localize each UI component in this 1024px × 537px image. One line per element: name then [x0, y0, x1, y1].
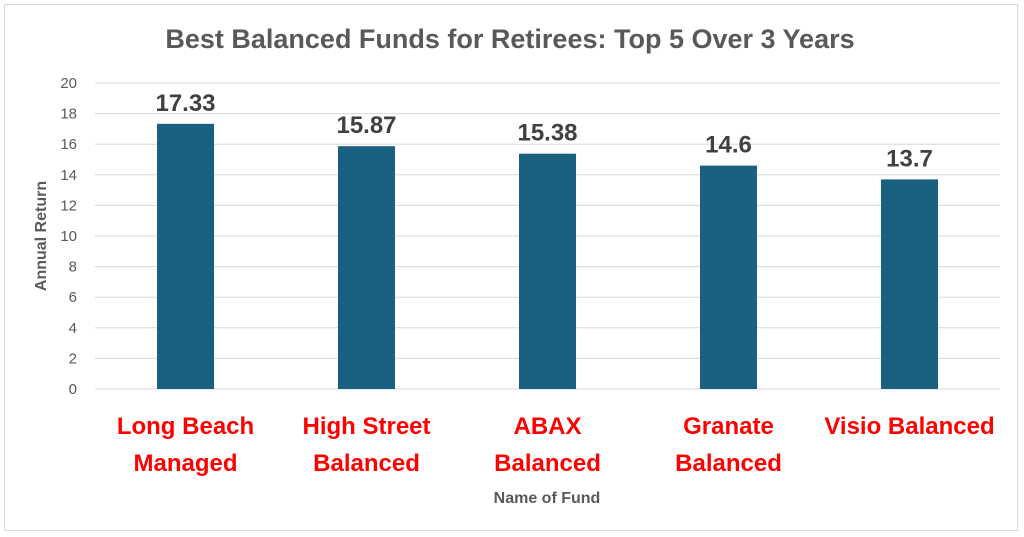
y-tick-label: 6: [69, 289, 77, 306]
y-tick-label: 10: [60, 228, 77, 245]
data-label: 13.7: [886, 145, 933, 172]
data-label: 17.33: [155, 90, 215, 117]
category-label: Granate: [683, 413, 774, 440]
y-tick-label: 8: [69, 259, 77, 276]
category-label: Long Beach: [117, 413, 254, 440]
y-tick-label: 16: [60, 136, 77, 153]
y-axis-label: Annual Return: [33, 181, 50, 291]
y-axis-ticks: 0 2 4 6 8 10 12 14 16 18 20: [60, 75, 77, 398]
data-label: 14.6: [705, 132, 752, 159]
category-labels: Long Beach Managed High Street Balanced ABAX…: [117, 413, 995, 477]
category-label: Balanced: [313, 450, 420, 477]
category-label: Balanced: [494, 450, 601, 477]
y-tick-label: 4: [69, 320, 77, 337]
data-labels: 17.33 15.87 15.38 14.6 13.7: [155, 90, 932, 173]
y-tick-label: 18: [60, 106, 77, 123]
bar: [157, 123, 214, 389]
category-label: Visio Balanced: [824, 413, 994, 440]
x-axis-label: Name of Fund: [494, 490, 601, 507]
y-tick-label: 20: [60, 75, 77, 92]
data-label: 15.87: [336, 112, 396, 139]
y-tick-label: 0: [69, 381, 77, 398]
category-label: Balanced: [675, 450, 782, 477]
data-label: 15.38: [517, 120, 577, 147]
bar: [519, 153, 576, 389]
bar: [881, 179, 938, 389]
y-tick-label: 12: [60, 197, 77, 214]
bar: [700, 165, 757, 389]
chart-title: Best Balanced Funds for Retirees: Top 5 …: [165, 24, 854, 54]
gridlines: [95, 82, 1000, 390]
y-tick-label: 2: [69, 350, 77, 367]
y-tick-label: 14: [60, 167, 77, 184]
category-label: Managed: [133, 450, 237, 477]
bar: [338, 146, 395, 389]
category-label: High Street: [302, 413, 430, 440]
bars: [157, 123, 938, 389]
category-label: ABAX: [513, 413, 581, 440]
